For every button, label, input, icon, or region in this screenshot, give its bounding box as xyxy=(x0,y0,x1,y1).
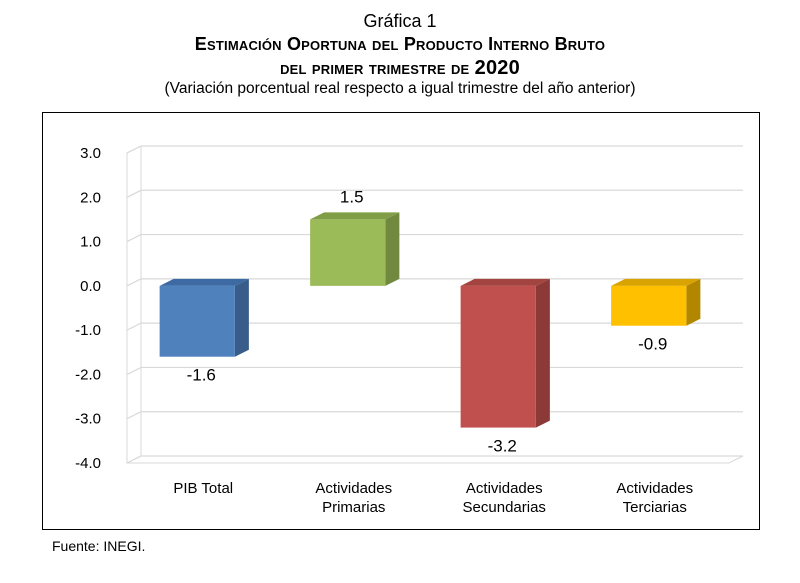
chart-title-line2-text: del primer trimestre de xyxy=(280,58,470,78)
x-category-label: Actividades Secundarias xyxy=(463,480,546,516)
bar-front xyxy=(611,285,687,326)
bar-side xyxy=(535,278,550,428)
y-tick-label: -1.0 xyxy=(75,322,101,339)
y-tick-label: 0.0 xyxy=(80,278,101,295)
gridline xyxy=(126,233,743,243)
y-tick-label: 2.0 xyxy=(80,189,101,206)
bar-front xyxy=(159,285,235,357)
bar-top xyxy=(310,212,400,220)
y-tick-label: -3.0 xyxy=(75,411,101,428)
bar xyxy=(611,278,701,326)
x-category-label: Actividades Terciarias xyxy=(616,480,693,516)
bar xyxy=(159,278,249,357)
bar-chart: 3.0 2.0 1.0 0.0 -1.0 -2.0 -3.0 -4.0 -1.6 PIB Tota… xyxy=(75,145,744,516)
bar-front xyxy=(460,285,536,428)
chart-title-line1: Estimación Oportuna del Producto Interno… xyxy=(194,34,606,54)
y-tick-label: -2.0 xyxy=(75,366,101,383)
bar-side xyxy=(385,212,400,286)
bar-top xyxy=(460,278,550,286)
bar-front xyxy=(310,219,386,286)
floor xyxy=(126,455,744,464)
chart-header: Gráfica 1 Estimación Oportuna del Produc… xyxy=(0,10,800,98)
x-category-label: Actividades Primarias xyxy=(315,480,392,516)
y-tick-label: 3.0 xyxy=(80,145,101,162)
gridline xyxy=(126,455,743,464)
gridline xyxy=(126,366,743,375)
bar-side xyxy=(234,278,249,357)
bar-side xyxy=(686,278,701,326)
bar xyxy=(460,278,550,428)
gridline xyxy=(126,145,743,154)
bar-value-label: -1.6 xyxy=(187,366,216,385)
gridline xyxy=(126,411,743,420)
source-note: Fuente: INEGI. xyxy=(52,538,146,554)
bar-top xyxy=(611,278,701,286)
chart-title-line2: del primer trimestre de 2020 xyxy=(0,56,800,80)
bar-value-label: -3.2 xyxy=(488,437,517,456)
bar-value-label: -0.9 xyxy=(638,335,667,354)
y-tick-label: 1.0 xyxy=(80,234,101,251)
gridline xyxy=(126,189,743,198)
chart-subtitle: (Variación porcentual real respecto a ig… xyxy=(164,80,636,97)
chart-frame: 3.0 2.0 1.0 0.0 -1.0 -2.0 -3.0 -4.0 -1.6 PIB Tota… xyxy=(42,112,760,530)
bar-value-label: 1.5 xyxy=(340,187,364,206)
figure-label: Gráfica 1 xyxy=(363,11,437,31)
x-category-label: PIB Total xyxy=(173,480,233,497)
chart-title-year: 2020 xyxy=(474,57,520,79)
y-tick-label: -4.0 xyxy=(75,455,101,472)
bar-top xyxy=(159,278,249,286)
bar xyxy=(310,212,400,286)
